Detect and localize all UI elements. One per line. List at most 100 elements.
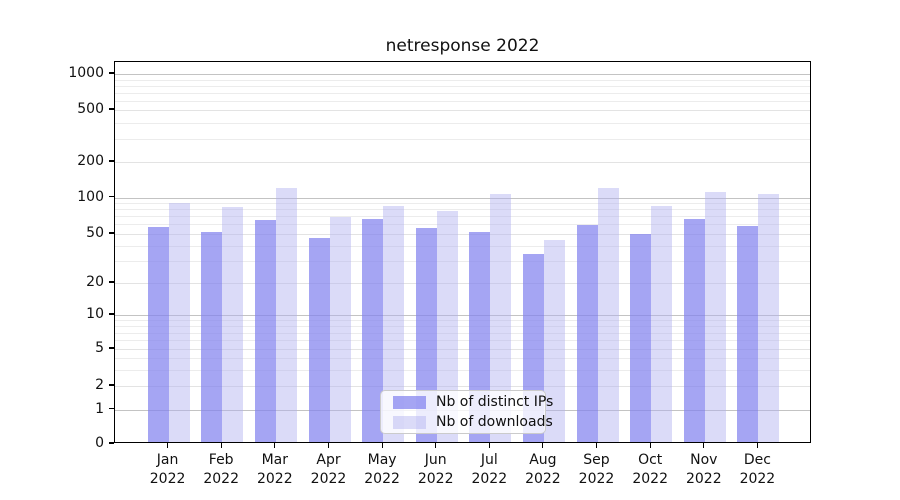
bar-downloads bbox=[490, 193, 512, 442]
x-tick-mark bbox=[435, 443, 437, 448]
gridline bbox=[115, 209, 810, 211]
x-tick-mark bbox=[327, 443, 330, 448]
bar-distinct-ips bbox=[683, 218, 705, 442]
gridline bbox=[115, 386, 810, 387]
x-tick-mark bbox=[649, 443, 651, 448]
bar-distinct-ips bbox=[254, 220, 276, 442]
bar-downloads bbox=[329, 217, 351, 442]
x-tick-mark bbox=[595, 443, 598, 448]
bar-downloads bbox=[597, 188, 619, 442]
x-tick-label: Jun 2022 bbox=[396, 451, 476, 489]
gridline bbox=[115, 100, 810, 102]
bar-downloads bbox=[383, 205, 405, 442]
x-tick-label-year: 2022 bbox=[203, 471, 239, 487]
y-tick-mark bbox=[109, 347, 114, 349]
x-tick-label-month: Feb bbox=[208, 452, 234, 468]
x-tick-label-year: 2022 bbox=[578, 471, 615, 487]
x-tick-label-year: 2022 bbox=[149, 471, 186, 487]
bar-distinct-ips bbox=[201, 232, 223, 442]
x-tick-mark bbox=[274, 443, 276, 448]
x-tick-mark bbox=[542, 443, 544, 448]
x-tick-label-month: Jul bbox=[480, 452, 498, 468]
x-tick-label-year: 2022 bbox=[739, 471, 776, 487]
y-tick-label: 200 bbox=[77, 153, 104, 169]
gridline bbox=[115, 110, 810, 111]
gridline bbox=[115, 197, 810, 199]
y-tick-mark bbox=[109, 407, 114, 410]
legend-label-distinct-ips: Nb of distinct IPs bbox=[436, 394, 554, 410]
gridline bbox=[115, 358, 810, 359]
gridline bbox=[115, 332, 810, 334]
x-tick-label: Nov 2022 bbox=[664, 451, 744, 489]
x-tick-mark bbox=[488, 443, 490, 448]
y-tick-label: 10 bbox=[86, 306, 104, 322]
x-tick-label-month: May bbox=[367, 452, 397, 468]
gridline bbox=[115, 325, 810, 327]
y-tick-label: 100 bbox=[77, 188, 104, 205]
x-tick-label: May 2022 bbox=[342, 451, 422, 489]
x-tick-label-year: 2022 bbox=[364, 471, 400, 487]
bar-downloads bbox=[704, 191, 726, 442]
gridline bbox=[115, 245, 810, 247]
gridline bbox=[115, 283, 810, 284]
legend-label-downloads: Nb of downloads bbox=[436, 414, 553, 430]
gridline bbox=[115, 369, 810, 371]
y-tick-label: 50 bbox=[86, 225, 104, 241]
bar-downloads bbox=[275, 188, 297, 442]
y-tick-mark bbox=[109, 160, 114, 162]
y-tick-label: 1 bbox=[95, 400, 104, 417]
gridline bbox=[115, 74, 810, 75]
gridline bbox=[115, 92, 810, 94]
x-tick-label-year: 2022 bbox=[685, 471, 722, 487]
gridline bbox=[115, 162, 810, 163]
chart-title: netresponse 2022 bbox=[385, 36, 540, 56]
bar-distinct-ips bbox=[576, 225, 598, 442]
x-tick-label: Feb 2022 bbox=[181, 451, 261, 489]
bar-downloads bbox=[758, 193, 780, 442]
x-tick-label: Oct 2022 bbox=[610, 451, 690, 489]
bar-downloads bbox=[436, 211, 458, 442]
bar-downloads bbox=[651, 205, 673, 442]
bar-downloads bbox=[222, 206, 244, 442]
x-tick-label-month: Jan bbox=[156, 452, 179, 468]
gridline bbox=[115, 216, 810, 218]
y-tick-mark bbox=[109, 313, 114, 315]
gridline bbox=[115, 261, 810, 263]
gridline bbox=[115, 349, 810, 350]
x-tick-mark bbox=[703, 443, 705, 448]
x-tick-label-month: Mar bbox=[261, 452, 288, 468]
gridline bbox=[115, 340, 810, 342]
legend-item-distinct-ips: Nb of distinct IPs bbox=[393, 394, 553, 410]
plot-area bbox=[114, 61, 811, 443]
y-tick-label: 20 bbox=[86, 274, 104, 290]
gridline bbox=[115, 203, 810, 204]
y-tick-mark bbox=[109, 108, 114, 110]
legend-item-downloads: Nb of downloads bbox=[393, 414, 553, 430]
y-tick-label: 2 bbox=[95, 377, 104, 393]
bar-distinct-ips bbox=[308, 237, 330, 442]
x-tick-label-year: 2022 bbox=[256, 471, 293, 487]
x-tick-label-year: 2022 bbox=[525, 471, 561, 487]
bar-distinct-ips bbox=[362, 218, 384, 442]
x-tick-label-month: Dec bbox=[743, 452, 771, 468]
bar-distinct-ips bbox=[630, 234, 652, 442]
x-tick-label-year: 2022 bbox=[471, 471, 508, 487]
gridline bbox=[115, 85, 810, 87]
y-tick-mark bbox=[109, 281, 114, 283]
y-tick-mark bbox=[109, 384, 114, 386]
x-tick-label-year: 2022 bbox=[417, 471, 454, 487]
x-tick-mark bbox=[756, 443, 758, 448]
y-tick-label: 500 bbox=[77, 101, 104, 117]
gridline bbox=[115, 224, 810, 226]
bar-downloads bbox=[543, 240, 565, 442]
legend-swatch-distinct-ips bbox=[393, 395, 426, 409]
gridline bbox=[115, 320, 810, 322]
gridline bbox=[115, 234, 810, 235]
x-tick-label: Dec 2022 bbox=[717, 451, 797, 489]
x-tick-label-month: Apr bbox=[316, 452, 341, 468]
x-tick-label-month: Oct bbox=[638, 452, 663, 468]
x-tick-label-month: Aug bbox=[529, 452, 557, 468]
x-tick-mark bbox=[167, 443, 169, 448]
x-tick-mark bbox=[220, 443, 222, 448]
x-tick-label: Mar 2022 bbox=[235, 451, 315, 489]
